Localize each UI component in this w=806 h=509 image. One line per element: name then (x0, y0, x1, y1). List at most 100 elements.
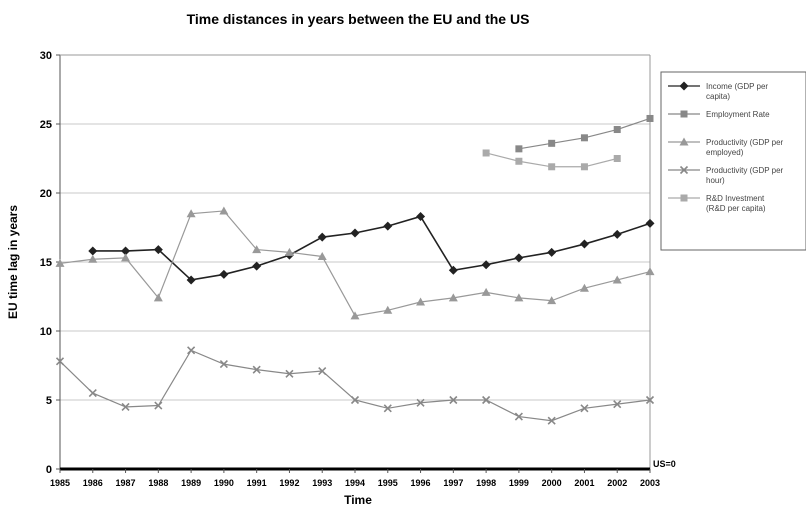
x-tick-label: 2001 (574, 478, 594, 488)
legend-label: hour) (706, 176, 725, 185)
data-point (252, 245, 262, 254)
data-point (613, 126, 621, 134)
data-point (514, 412, 523, 421)
y-axis-ticks: 0 5 10 15 20 25 30 (40, 50, 60, 476)
series-layer (55, 114, 655, 425)
data-point (548, 163, 556, 171)
x-tick-label: 1990 (214, 478, 234, 488)
x-tick-label: 1988 (148, 478, 168, 488)
data-point (579, 239, 589, 249)
x-axis-label: Time (344, 493, 372, 507)
data-point (350, 228, 360, 238)
legend-label: Income (GDP per (706, 82, 768, 91)
x-tick-label: 1985 (50, 478, 70, 488)
x-tick-label: 2000 (542, 478, 562, 488)
data-point (153, 293, 163, 302)
data-point (186, 209, 196, 218)
data-point (580, 163, 588, 171)
x-tick-label: 1992 (279, 478, 299, 488)
data-point (448, 265, 458, 275)
x-tick-label: 1997 (443, 478, 463, 488)
y-tick-label: 25 (40, 119, 52, 131)
data-point (219, 360, 228, 369)
data-point (448, 293, 458, 302)
y-tick-label: 30 (40, 50, 52, 62)
x-tick-label: 1995 (378, 478, 398, 488)
data-point (547, 416, 556, 425)
data-point (317, 232, 327, 242)
x-tick-label: 1993 (312, 478, 332, 488)
data-point (88, 254, 98, 263)
legend-label: Productivity (GDP per (706, 166, 784, 175)
data-point (317, 251, 327, 260)
data-point (416, 398, 425, 407)
data-point (449, 395, 458, 405)
data-point (580, 134, 588, 142)
data-point (252, 261, 262, 271)
data-point (350, 395, 360, 405)
legend-swatch-marker (680, 110, 688, 118)
data-point (284, 247, 294, 256)
data-point (153, 245, 163, 255)
chart-title: Time distances in years between the EU a… (187, 11, 530, 27)
data-point (383, 221, 393, 231)
data-point (121, 402, 130, 411)
y-tick-label: 5 (46, 395, 52, 407)
x-tick-label: 1991 (247, 478, 267, 488)
legend-label: capita) (706, 92, 730, 101)
data-point (121, 253, 131, 262)
data-point (579, 283, 589, 292)
x-tick-label: 1994 (345, 478, 365, 488)
series-line (518, 117, 651, 150)
data-point (514, 293, 524, 302)
legend-label: Productivity (GDP per (706, 138, 784, 147)
y-tick-label: 20 (40, 188, 52, 200)
data-point (613, 400, 622, 409)
data-point (580, 404, 589, 413)
series-line (59, 210, 651, 317)
series-1 (88, 211, 655, 285)
data-point (482, 395, 491, 405)
data-point (318, 366, 327, 376)
data-point (645, 218, 655, 228)
data-point (186, 275, 196, 285)
gridlines (60, 54, 650, 401)
data-point (121, 246, 131, 256)
data-point (383, 305, 393, 314)
x-tick-label: 1986 (83, 478, 103, 488)
legend-label: employed) (706, 148, 744, 157)
data-point (612, 275, 622, 284)
y-axis-label: EU time lag in years (6, 205, 20, 319)
legend-swatch-marker (679, 165, 689, 175)
y-tick-label: 0 (46, 464, 52, 476)
y-tick-label: 15 (40, 257, 52, 269)
legend-label: R&D Investment (706, 194, 765, 203)
data-point (350, 311, 360, 320)
series-line (92, 215, 651, 281)
legend-swatch-marker (679, 81, 689, 91)
data-point (613, 155, 621, 162)
legend-label: Employment Rate (706, 110, 770, 119)
series-4 (55, 346, 655, 425)
x-tick-label: 1989 (181, 478, 201, 488)
x-tick-label: 1996 (411, 478, 431, 488)
data-point (187, 346, 196, 355)
series-2 (515, 114, 654, 153)
data-point (547, 247, 557, 257)
data-point (55, 357, 65, 366)
data-point (646, 114, 654, 122)
data-point (645, 395, 655, 405)
data-point (55, 258, 65, 267)
data-point (88, 246, 98, 256)
data-point (416, 297, 426, 306)
baseline-label: US=0 (653, 459, 676, 469)
data-point (219, 206, 229, 215)
data-point (548, 139, 556, 147)
series-3 (55, 206, 655, 320)
legend-swatch-marker (680, 194, 688, 202)
data-point (154, 401, 163, 410)
legend-swatch-marker (679, 137, 689, 146)
data-point (383, 404, 392, 413)
